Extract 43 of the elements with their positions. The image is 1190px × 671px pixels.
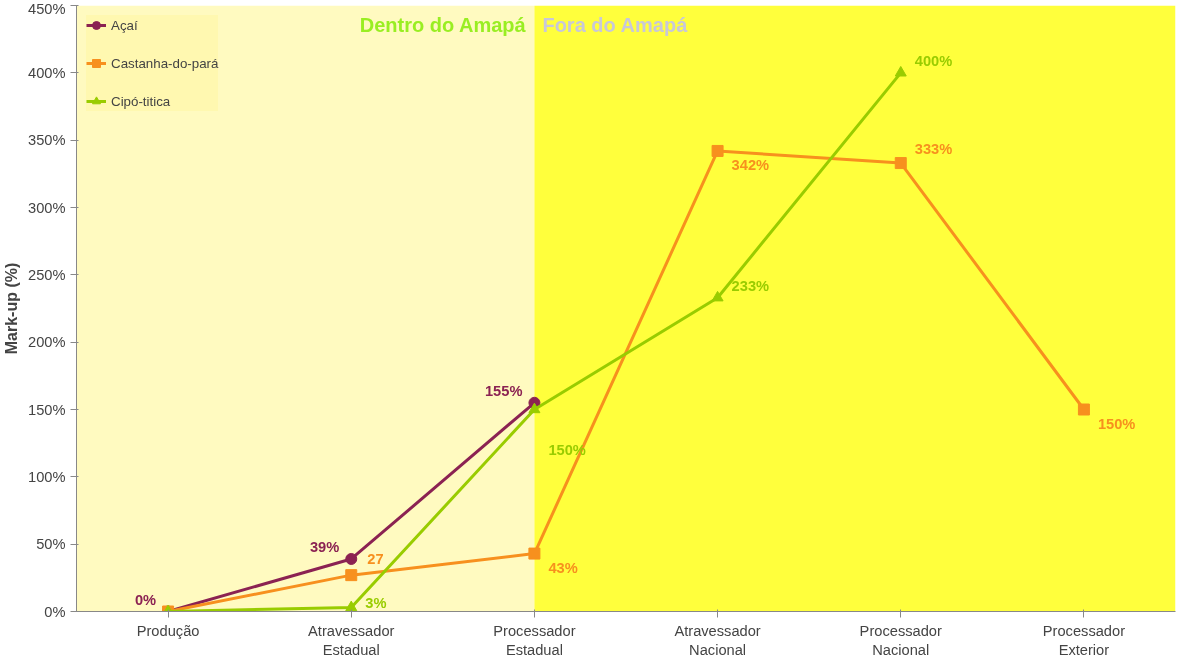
y-tick-label: 100% bbox=[28, 468, 66, 485]
data-label: 333% bbox=[914, 141, 953, 158]
y-tick-label: 450% bbox=[28, 0, 66, 17]
x-tick-label: Processador Nacional bbox=[859, 622, 943, 658]
data-label: 3% bbox=[365, 595, 387, 612]
data-label: 43% bbox=[548, 559, 578, 576]
data-label: 27 bbox=[367, 551, 384, 568]
data-label: 233% bbox=[731, 277, 770, 294]
data-label: 342% bbox=[731, 156, 770, 173]
y-tick-label: 150% bbox=[28, 401, 66, 418]
y-tick-label: 250% bbox=[28, 266, 66, 283]
point bbox=[528, 547, 541, 560]
x-tick-label: Atravessador Nacional bbox=[674, 622, 761, 658]
data-label: 0% bbox=[134, 591, 157, 608]
point bbox=[528, 402, 541, 414]
data-label: 155% bbox=[484, 382, 523, 399]
band-label: Fora do Amapá bbox=[542, 13, 689, 36]
x-tick-label: Produção bbox=[136, 622, 200, 639]
y-tick-label: 0% bbox=[44, 603, 66, 620]
y-tick-label: 200% bbox=[28, 334, 66, 351]
point bbox=[1077, 403, 1090, 416]
point bbox=[711, 144, 724, 157]
legend-label: Cipó-titica bbox=[111, 93, 171, 109]
legend-label: Açaí bbox=[111, 17, 138, 33]
y-tick-label: 300% bbox=[28, 199, 66, 216]
x-tick-label: Processador Exterior bbox=[1042, 622, 1126, 658]
point bbox=[345, 600, 358, 612]
data-label: 150% bbox=[1097, 415, 1136, 432]
y-tick-label: 350% bbox=[28, 132, 66, 149]
point bbox=[345, 552, 358, 565]
x-tick-label: Processador Estadual bbox=[493, 622, 576, 658]
band-label: Dentro do Amapá bbox=[359, 13, 527, 36]
x-tick-label: Atravessador Estadual bbox=[308, 622, 395, 658]
point bbox=[345, 569, 358, 582]
y-axis-title: Mark-up (%) bbox=[3, 262, 21, 355]
legend-label: Castanha-do-pará bbox=[111, 55, 219, 71]
point bbox=[894, 157, 907, 170]
data-label: 400% bbox=[914, 52, 953, 69]
y-tick-label: 50% bbox=[36, 536, 66, 553]
point bbox=[711, 290, 724, 302]
data-label: 39% bbox=[309, 538, 340, 555]
y-tick-label: 400% bbox=[28, 64, 66, 81]
point bbox=[894, 65, 907, 77]
